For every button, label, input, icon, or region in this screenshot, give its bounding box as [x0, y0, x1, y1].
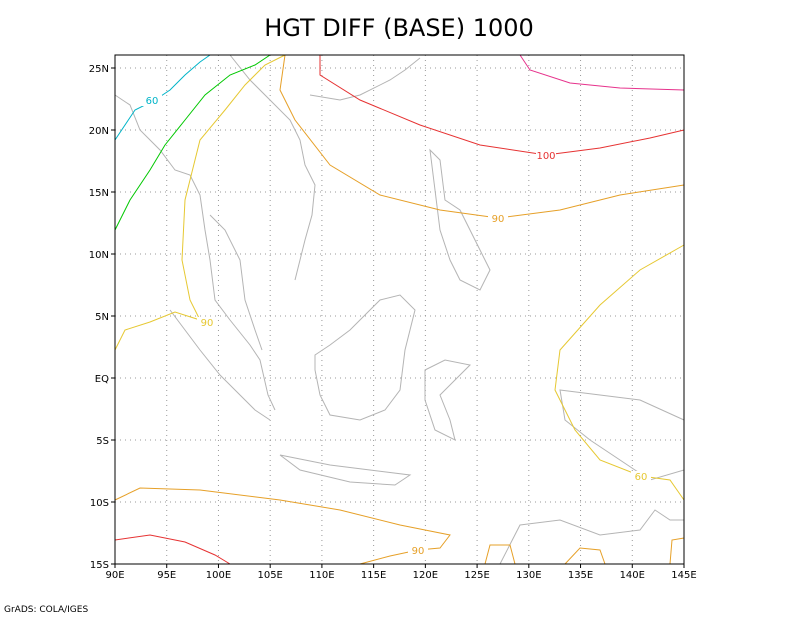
contour-label-bg	[488, 213, 508, 224]
x-tick-label: 135E	[568, 570, 593, 581]
x-tick-label: 145E	[671, 570, 696, 581]
contours	[114, 54, 685, 565]
x-tick-label: 95E	[157, 570, 176, 581]
contour-label: 60	[146, 96, 159, 107]
contour	[519, 54, 685, 91]
y-tick-label: 5N	[95, 312, 109, 323]
contour-label: 90	[492, 214, 505, 225]
contour	[554, 244, 685, 501]
x-tick-label: 105E	[257, 570, 282, 581]
coastline	[429, 148, 491, 291]
contour-label: 90	[412, 546, 425, 557]
coastline	[559, 389, 685, 481]
contour	[319, 55, 685, 156]
contour	[114, 487, 451, 565]
coastlines	[114, 54, 685, 565]
contour	[114, 54, 286, 351]
coastline	[169, 309, 271, 421]
contour-label-bg	[142, 95, 162, 106]
coastline	[209, 214, 263, 351]
x-tick-label: 115E	[361, 570, 386, 581]
coastline	[279, 454, 412, 486]
x-tick-label: 140E	[620, 570, 645, 581]
x-tick-label: 120E	[413, 570, 438, 581]
y-tick-label: 20N	[89, 126, 109, 137]
coastline	[309, 57, 421, 101]
y-tick-label: 10S	[90, 498, 109, 509]
contour-label: 100	[536, 151, 555, 162]
contour	[114, 54, 271, 231]
title: HGT DIFF (BASE) 1000	[264, 14, 534, 42]
y-tick-label: 5S	[96, 436, 109, 447]
coastline	[229, 54, 316, 281]
coastline	[499, 509, 685, 565]
x-tick-label: 125E	[464, 570, 489, 581]
y-tick-label: 15N	[89, 188, 109, 199]
contour-label-bg	[536, 150, 556, 161]
contour	[114, 54, 211, 141]
contour-labels: 60 100 90 90 60 90	[142, 95, 651, 557]
grid	[115, 55, 684, 564]
contour	[484, 537, 685, 565]
plot-frame	[114, 54, 685, 565]
contour-label-bg	[408, 545, 428, 556]
contour-label-bg	[631, 471, 651, 482]
x-tick-label: 110E	[309, 570, 334, 581]
y-tick-label: 15S	[90, 560, 109, 571]
x-tick-label: 130E	[516, 570, 541, 581]
coastline	[114, 94, 276, 411]
contour	[114, 534, 231, 565]
x-tick-label: 90E	[105, 570, 124, 581]
coastline	[314, 294, 416, 421]
contour-label: 90	[201, 318, 214, 329]
y-tick-label: 25N	[89, 64, 109, 75]
contour	[279, 54, 685, 219]
y-tick-label: EQ	[95, 374, 109, 385]
coastline	[424, 359, 472, 441]
footer: GrADS: COLA/IGES	[4, 605, 88, 615]
contour-label: 60	[635, 472, 648, 483]
x-tick-label: 100E	[206, 570, 231, 581]
contour-label-bg	[197, 317, 217, 328]
y-tick-label: 10N	[89, 250, 109, 261]
